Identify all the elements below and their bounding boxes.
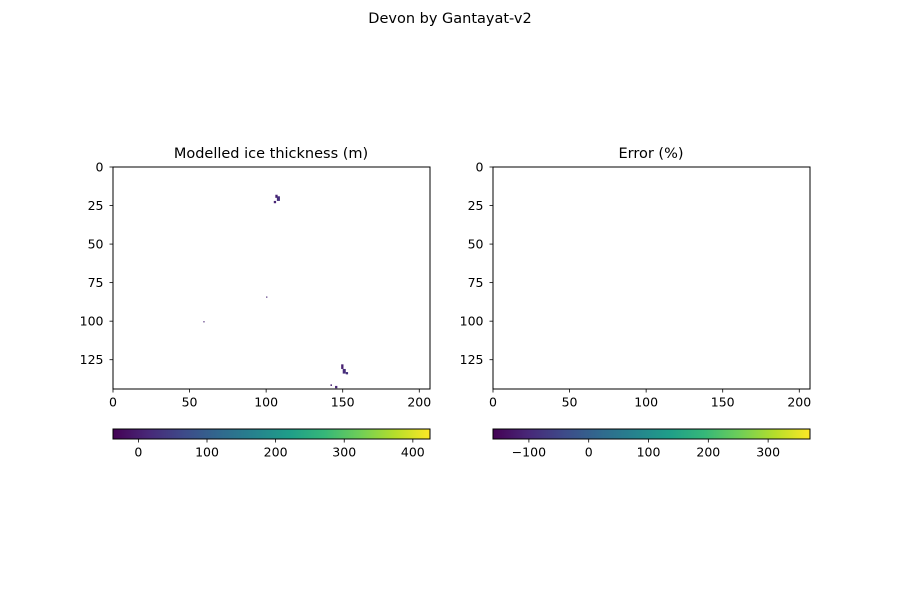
x-tick-label: 50 [562, 395, 578, 410]
colorbar-tick-label: 300 [332, 445, 356, 460]
x-tick-label: 0 [109, 395, 117, 410]
data-pixel [345, 372, 349, 375]
colorbar-tick-label: 0 [134, 445, 142, 460]
y-tick-label: 125 [80, 352, 104, 367]
x-tick-label: 150 [711, 395, 735, 410]
data-pixel [335, 385, 338, 389]
plot-area [493, 167, 810, 389]
colorbar-frame [112, 428, 431, 440]
panel-title-error: Error (%) [618, 146, 683, 162]
y-tick-label: 0 [96, 160, 104, 175]
colorbar-tick-label: 100 [637, 445, 661, 460]
axes-error: 0 50 100 150 200 0 25 50 75 100 125 [460, 160, 812, 410]
data-pixel [273, 200, 277, 204]
colorbar-ice-thickness: 0 100 200 300 400 [112, 428, 431, 460]
colorbar-error: −100 0 100 200 300 [492, 428, 811, 460]
y-tick-label: 75 [88, 275, 104, 290]
y-tick-label: 50 [468, 237, 484, 252]
colorbar-gradient [493, 429, 810, 439]
data-pixel [330, 384, 332, 386]
colorbar-frame [492, 428, 811, 440]
y-tick-label: 100 [460, 314, 484, 329]
x-tick-label: 150 [331, 395, 355, 410]
axes-frame [112, 166, 431, 390]
data-pixel [203, 321, 205, 323]
data-pixel [341, 364, 344, 369]
data-pixel [342, 368, 346, 374]
y-tick-label: 0 [476, 160, 484, 175]
colorbar-tick-label: 200 [696, 445, 720, 460]
x-tick-label: 200 [407, 395, 431, 410]
data-pixel [275, 194, 278, 198]
x-tick-label: 200 [787, 395, 811, 410]
x-tick-label: 50 [182, 395, 198, 410]
y-tick-label: 25 [88, 198, 104, 213]
y-tick-label: 100 [80, 314, 104, 329]
colorbar-tick-label: 200 [264, 445, 288, 460]
y-tick-label: 75 [468, 275, 484, 290]
y-tick-label: 25 [468, 198, 484, 213]
data-pixel [276, 196, 280, 201]
x-tick-label: 100 [634, 395, 658, 410]
colorbar-tick-label: −100 [512, 445, 546, 460]
x-tick-label: 100 [254, 395, 278, 410]
y-tick-label: 125 [460, 352, 484, 367]
colorbar-tick-label: 0 [585, 445, 593, 460]
panel-error: Error (%) 0 50 100 150 200 0 25 50 75 100 125 −100… [460, 146, 812, 460]
axes-frame [492, 166, 811, 390]
figure-suptitle: Devon by Gantayat-v2 [368, 11, 531, 27]
colorbar-tick-label: 400 [401, 445, 425, 460]
colorbar-tick-label: 100 [195, 445, 219, 460]
colorbar-tick-label: 300 [756, 445, 780, 460]
panel-title-ice-thickness: Modelled ice thickness (m) [174, 146, 368, 162]
x-tick-label: 0 [489, 395, 497, 410]
panel-ice-thickness: Modelled ice thickness (m) 0 50 100 150 2000… [80, 146, 432, 460]
plot-area [113, 167, 430, 389]
colorbar-gradient [113, 429, 430, 439]
y-tick-label: 50 [88, 237, 104, 252]
axes-ice-thickness: 0 50 100 150 200 0 25 50 75 100 125 [80, 160, 432, 410]
data-pixel [266, 296, 268, 298]
